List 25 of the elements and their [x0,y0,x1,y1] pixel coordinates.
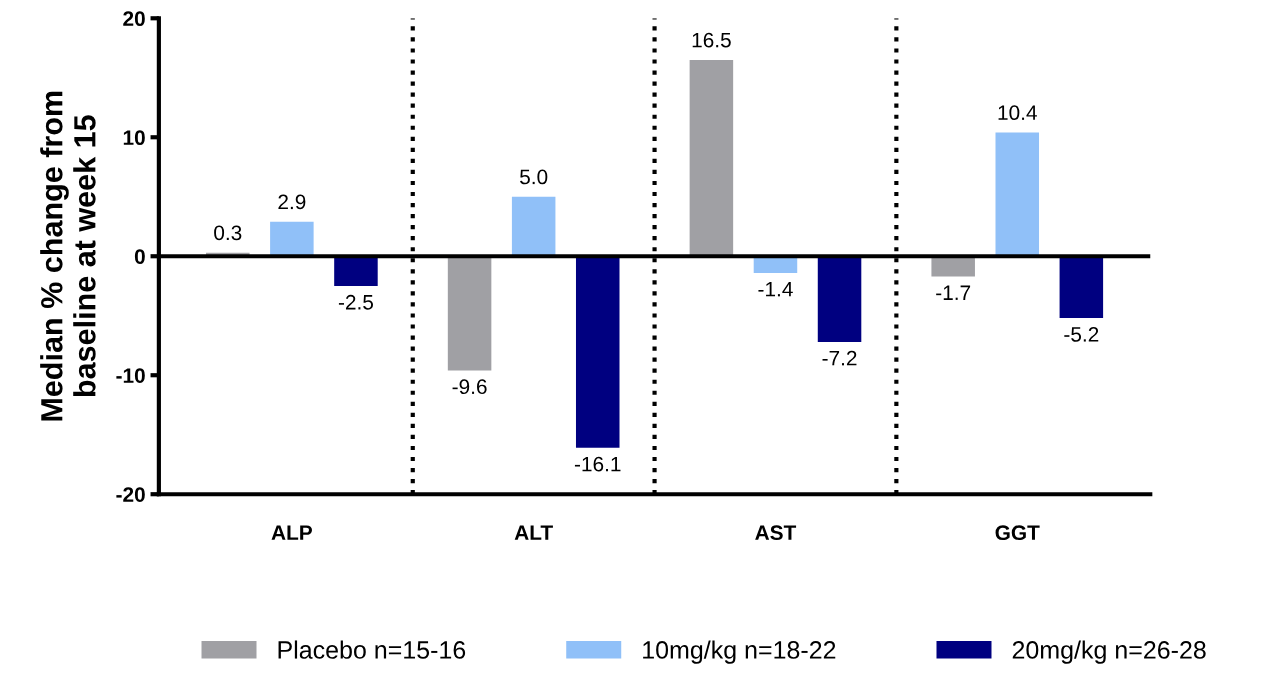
y-tick-label: -10 [116,368,145,383]
legend-label: 20mg/kg n=26-28 [1012,640,1206,664]
x-tick-label: ALP [271,525,312,540]
data-label: -2.5 [338,294,374,310]
data-label: -16.1 [574,456,621,472]
x-tick-label: ALT [514,525,553,540]
data-label: -7.2 [822,350,857,366]
data-label: -1.4 [758,282,793,297]
data-label: -9.6 [452,379,487,395]
legend-label: Placebo n=15-16 [278,640,466,659]
y-axis-title: Median % change from baseline at week 15 [40,91,96,421]
x-tick-label: AST [755,525,797,541]
y-tick-label: 10 [123,130,145,146]
data-label: 16.5 [692,32,731,48]
x-tick-label: GGT [995,525,1040,541]
data-label: 5.0 [520,169,548,185]
data-label: 10.4 [998,105,1037,121]
data-label: 2.9 [278,194,306,210]
y-tick-label: -20 [116,487,145,502]
y-tick-label: 0 [134,249,145,264]
data-label: -5.2 [1064,327,1099,342]
data-label: -1.7 [936,285,971,300]
data-label: 0.3 [214,225,242,241]
y-tick-label: 20 [123,11,145,27]
legend-label: 10mg/kg n=18-22 [643,640,836,664]
